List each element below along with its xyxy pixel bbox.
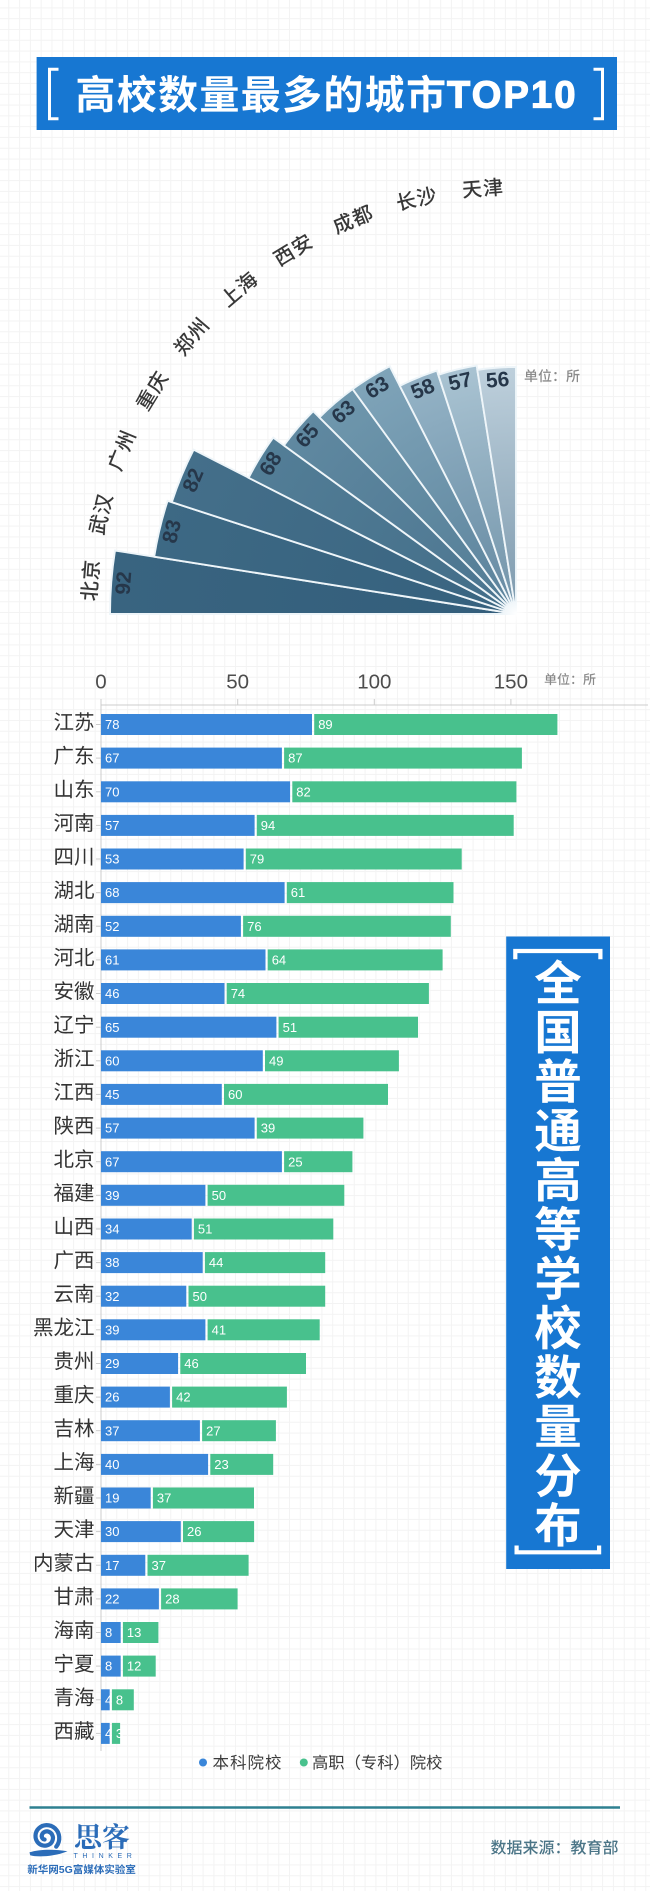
svg-text:25: 25 <box>288 1154 302 1169</box>
svg-text:38: 38 <box>105 1255 119 1270</box>
svg-text:23: 23 <box>214 1457 228 1472</box>
svg-text:50: 50 <box>193 1289 207 1304</box>
svg-text:44: 44 <box>209 1255 223 1270</box>
svg-text:G: G <box>65 1864 73 1876</box>
svg-text:46: 46 <box>184 1356 198 1371</box>
svg-text:89: 89 <box>318 717 332 732</box>
svg-text:8: 8 <box>116 1692 123 1707</box>
svg-text:57: 57 <box>105 1121 119 1136</box>
svg-text:40: 40 <box>105 1457 119 1472</box>
svg-text:49: 49 <box>269 1053 283 1068</box>
svg-text:76: 76 <box>247 919 261 934</box>
svg-text:92: 92 <box>112 571 137 596</box>
svg-text:8: 8 <box>105 1625 112 1640</box>
svg-text:8: 8 <box>105 1659 112 1674</box>
svg-text:37: 37 <box>157 1491 171 1506</box>
svg-text:34: 34 <box>105 1222 119 1237</box>
svg-text:22: 22 <box>105 1592 119 1607</box>
svg-text:39: 39 <box>105 1322 119 1337</box>
svg-text:26: 26 <box>105 1390 119 1405</box>
svg-text:26: 26 <box>187 1524 201 1539</box>
svg-text:45: 45 <box>105 1087 119 1102</box>
svg-text:51: 51 <box>283 1020 297 1035</box>
svg-text:82: 82 <box>296 784 310 799</box>
svg-text:51: 51 <box>198 1222 212 1237</box>
svg-text:17: 17 <box>105 1558 119 1573</box>
svg-text:79: 79 <box>250 852 264 867</box>
svg-text:37: 37 <box>152 1558 166 1573</box>
svg-text:67: 67 <box>105 751 119 766</box>
svg-text:53: 53 <box>105 852 119 867</box>
svg-text:28: 28 <box>165 1592 179 1607</box>
svg-text:32: 32 <box>105 1289 119 1304</box>
svg-text:94: 94 <box>261 818 275 833</box>
svg-text:39: 39 <box>105 1188 119 1203</box>
svg-text:60: 60 <box>105 1053 119 1068</box>
svg-text:100: 100 <box>357 671 391 694</box>
svg-text:50: 50 <box>212 1188 226 1203</box>
svg-text:4: 4 <box>105 1692 112 1707</box>
svg-text:42: 42 <box>176 1390 190 1405</box>
svg-text:3: 3 <box>116 1726 123 1741</box>
svg-text:65: 65 <box>105 1020 119 1035</box>
svg-text:74: 74 <box>231 986 245 1001</box>
svg-text:THINKER: THINKER <box>74 1853 137 1860</box>
svg-text:87: 87 <box>288 751 302 766</box>
svg-text:0: 0 <box>95 671 106 694</box>
svg-text:83: 83 <box>158 517 186 545</box>
svg-text:41: 41 <box>212 1322 226 1337</box>
svg-text:68: 68 <box>105 885 119 900</box>
svg-text:70: 70 <box>105 784 119 799</box>
svg-text:78: 78 <box>105 717 119 732</box>
svg-text:29: 29 <box>105 1356 119 1371</box>
svg-text:46: 46 <box>105 986 119 1001</box>
svg-text:27: 27 <box>206 1423 220 1438</box>
svg-text:19: 19 <box>105 1491 119 1506</box>
svg-text:56: 56 <box>485 368 510 393</box>
svg-text:150: 150 <box>494 671 528 694</box>
svg-text:57: 57 <box>105 818 119 833</box>
svg-text:64: 64 <box>272 953 286 968</box>
svg-text:4: 4 <box>105 1726 112 1741</box>
svg-text:39: 39 <box>261 1121 275 1136</box>
svg-text:30: 30 <box>105 1524 119 1539</box>
svg-text:61: 61 <box>291 885 305 900</box>
svg-text:12: 12 <box>127 1659 141 1674</box>
svg-text:TOP10: TOP10 <box>447 75 578 117</box>
svg-text:5: 5 <box>59 1864 65 1876</box>
svg-text:61: 61 <box>105 953 119 968</box>
svg-text:60: 60 <box>228 1087 242 1102</box>
svg-text:57: 57 <box>446 368 474 396</box>
svg-text:52: 52 <box>105 919 119 934</box>
svg-text:67: 67 <box>105 1154 119 1169</box>
svg-text:37: 37 <box>105 1423 119 1438</box>
svg-text:50: 50 <box>226 671 249 694</box>
svg-text:13: 13 <box>127 1625 141 1640</box>
